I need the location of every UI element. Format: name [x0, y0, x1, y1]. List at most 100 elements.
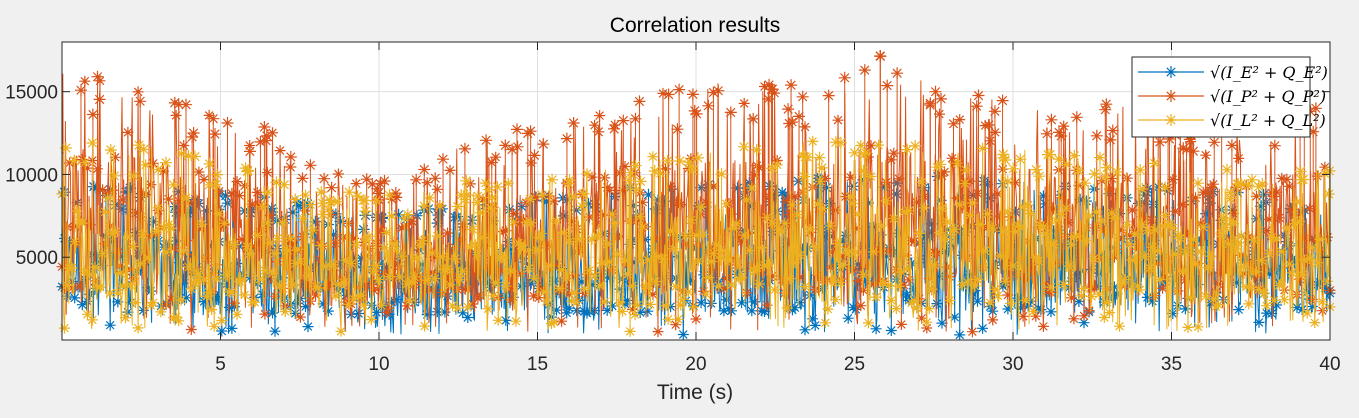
series-marker	[1012, 292, 1024, 304]
series-marker	[1108, 212, 1120, 224]
series-marker	[284, 232, 296, 244]
series-marker	[567, 191, 580, 203]
series-marker	[840, 244, 852, 256]
series-marker	[350, 178, 362, 190]
series-marker	[868, 246, 879, 258]
series-marker	[208, 320, 220, 332]
series-marker	[731, 218, 743, 230]
series-marker	[700, 288, 712, 300]
series-marker	[870, 323, 882, 335]
series-marker	[403, 295, 415, 307]
series-marker	[282, 244, 294, 256]
series-marker	[132, 322, 144, 334]
series-marker	[571, 305, 583, 317]
series-marker	[855, 300, 867, 312]
series-marker	[1202, 262, 1214, 273]
series-marker	[371, 182, 384, 195]
series-marker	[705, 256, 717, 267]
series-marker	[665, 225, 677, 237]
series-marker	[814, 175, 826, 187]
series-marker	[1103, 183, 1115, 195]
series-marker	[929, 85, 942, 98]
series-marker	[467, 223, 479, 235]
series-marker	[718, 283, 730, 294]
series-marker	[1268, 294, 1280, 306]
series-marker	[193, 268, 205, 280]
series-marker	[1040, 228, 1052, 240]
series-marker	[81, 308, 93, 320]
series-marker	[99, 206, 111, 218]
series-marker	[259, 308, 271, 320]
series-marker	[132, 86, 144, 98]
series-marker	[411, 210, 423, 222]
series-marker	[671, 123, 684, 136]
series-marker	[234, 275, 245, 287]
series-marker	[1314, 233, 1326, 245]
series-marker	[686, 88, 699, 101]
series-marker	[359, 194, 371, 207]
series-marker	[218, 217, 230, 229]
series-marker	[1139, 214, 1151, 226]
series-marker	[168, 312, 180, 324]
series-marker	[604, 184, 616, 196]
series-marker	[562, 177, 575, 190]
series-marker	[360, 234, 372, 246]
series-marker	[400, 213, 413, 225]
series-marker	[573, 244, 585, 256]
series-marker	[244, 145, 256, 158]
series-marker	[931, 247, 943, 259]
series-marker	[1037, 320, 1049, 332]
series-marker	[710, 247, 722, 258]
series-marker	[596, 257, 608, 269]
series-marker	[939, 233, 950, 245]
series-marker	[1192, 321, 1204, 333]
series-marker	[658, 195, 671, 208]
series-marker	[259, 265, 271, 277]
series-marker	[1063, 217, 1075, 229]
series-marker	[1093, 288, 1105, 300]
series-marker	[1157, 220, 1169, 232]
series-marker	[756, 242, 768, 254]
series-marker	[1263, 267, 1275, 279]
series-marker	[351, 190, 364, 203]
series-marker	[591, 218, 603, 230]
series-marker	[880, 250, 892, 262]
series-marker	[1005, 297, 1016, 309]
series-marker	[213, 208, 225, 220]
series-marker	[934, 158, 947, 171]
series-marker	[765, 83, 778, 96]
x-tick-label: 25	[844, 354, 865, 375]
series-marker	[702, 99, 715, 112]
series-marker	[1022, 199, 1034, 211]
series-marker	[1014, 153, 1027, 166]
series-marker	[901, 263, 912, 275]
series-marker	[1043, 285, 1054, 297]
series-marker	[274, 145, 286, 157]
series-marker	[789, 191, 801, 202]
series-marker	[982, 119, 995, 131]
x-tick-label: 15	[527, 354, 548, 375]
series-marker	[1210, 286, 1222, 298]
series-marker	[822, 303, 834, 315]
series-marker	[451, 200, 464, 213]
series-marker	[125, 279, 136, 291]
series-marker	[1253, 284, 1265, 296]
series-marker	[366, 178, 379, 190]
series-marker	[330, 208, 342, 220]
series-marker	[442, 227, 453, 239]
series-marker	[970, 100, 983, 113]
series-marker	[365, 279, 377, 291]
series-marker	[130, 207, 141, 219]
series-marker	[505, 294, 517, 306]
series-marker	[1065, 239, 1077, 251]
series-marker	[680, 238, 692, 250]
series-marker	[507, 208, 519, 220]
series-marker	[824, 220, 836, 232]
series-marker	[611, 231, 623, 243]
series-marker	[89, 275, 101, 287]
series-marker	[802, 242, 814, 254]
series-marker	[670, 319, 682, 331]
series-marker	[187, 127, 200, 139]
series-marker	[207, 112, 220, 125]
